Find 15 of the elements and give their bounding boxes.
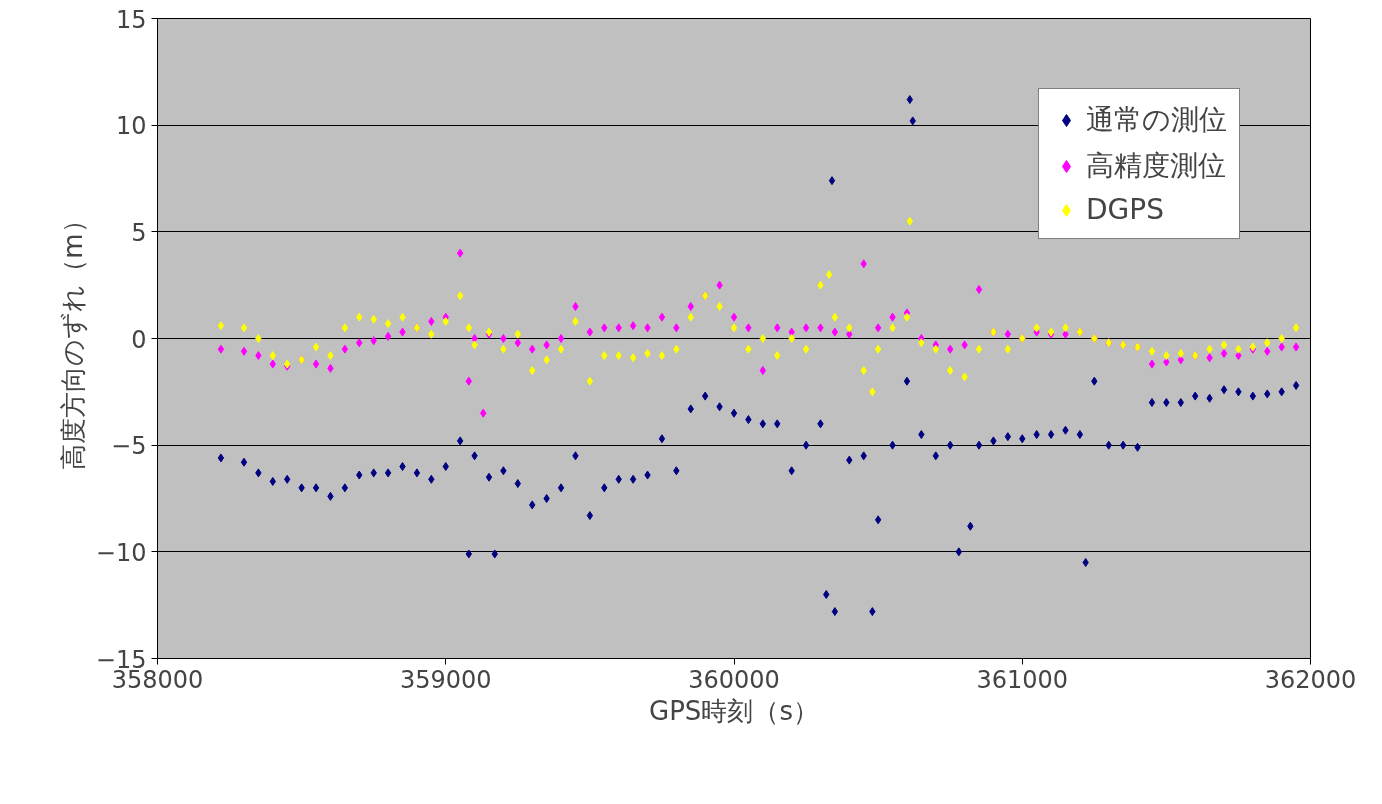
y-axis-title: 高度方向のずれ（m）: [57, 207, 88, 470]
x-tick-label: 360000: [688, 665, 780, 694]
y-tick-label: 5: [131, 218, 147, 247]
legend-label: 高精度測位: [1086, 148, 1226, 184]
x-tick-label: 359000: [399, 665, 492, 694]
legend-label: 通常の測位: [1086, 102, 1227, 138]
y-tick-label: −5: [111, 432, 147, 461]
x-tick-label: 362000: [1264, 665, 1357, 694]
y-tick-label: 15: [115, 5, 147, 34]
y-tick-label: −10: [95, 538, 147, 567]
legend-label: DGPS: [1086, 193, 1164, 226]
x-tick-label: 361000: [976, 665, 1069, 694]
y-tick-label: 10: [115, 112, 147, 141]
x-axis-title: GPS時刻（s）: [649, 695, 819, 726]
y-tick-label: 0: [131, 325, 147, 354]
